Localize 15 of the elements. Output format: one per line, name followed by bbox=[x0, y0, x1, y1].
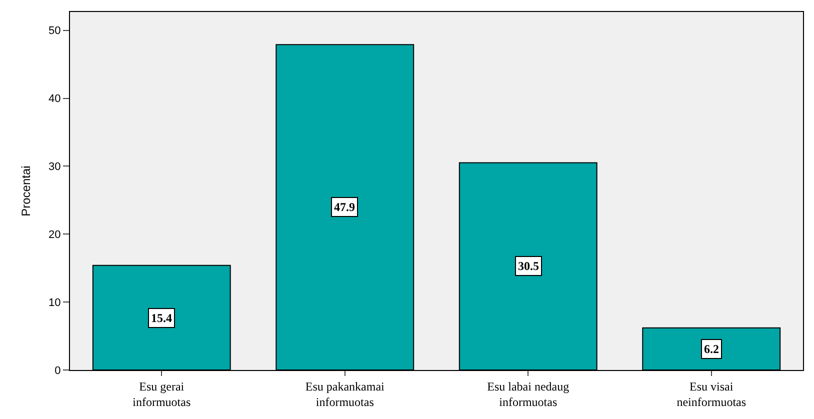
data-label: 6.2 bbox=[704, 342, 719, 356]
x-tick-label: Esu visai neinformuotas bbox=[676, 379, 746, 409]
x-tick-label: Esu gerai informuotas bbox=[132, 379, 191, 409]
y-tick-label: 30 bbox=[48, 161, 61, 174]
data-label: 30.5 bbox=[518, 259, 539, 273]
x-tick-label: Esu labai nedaug informuotas bbox=[487, 379, 570, 409]
y-tick-label: 50 bbox=[48, 25, 61, 38]
y-axis-title: Procentai bbox=[18, 166, 33, 216]
y-tick-label: 40 bbox=[48, 93, 61, 106]
x-tick-label: Esu pakankamai informuotas bbox=[305, 379, 386, 409]
data-label: 15.4 bbox=[151, 311, 172, 325]
y-tick-label: 0 bbox=[54, 364, 61, 377]
data-label: 47.9 bbox=[334, 200, 355, 214]
y-tick-label: 20 bbox=[48, 228, 61, 241]
y-tick-label: 10 bbox=[48, 296, 61, 309]
